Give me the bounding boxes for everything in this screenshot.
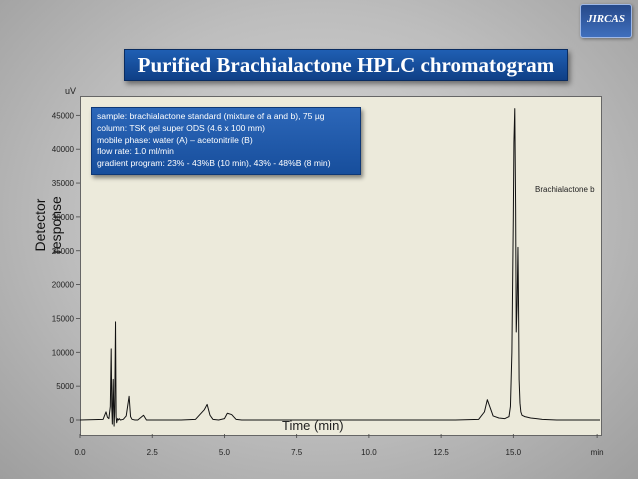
y-axis-unit: uV [65, 86, 77, 96]
slide-title: Purified Brachialactone HPLC chromatogra… [124, 49, 568, 81]
y-tick-label: 35000 [52, 179, 75, 188]
y-axis-label: Detector response [32, 196, 64, 254]
info-mobile-phase: mobile phase: water (A) – acetonitrile (… [97, 134, 253, 145]
y-tick-label: 45000 [52, 111, 75, 120]
y-tick-label: 5000 [56, 382, 74, 391]
x-tick-label: 7.5 [291, 448, 303, 457]
x-tick-label: 10.0 [361, 448, 377, 457]
y-tick-label: 40000 [52, 145, 75, 154]
info-column: column: TSK gel super ODS (4.6 x 100 mm) [97, 122, 265, 133]
method-info-box: sample: brachialactone standard (mixture… [91, 107, 361, 175]
y-tick-label: 0 [70, 416, 75, 425]
x-tick-label: 15.0 [506, 448, 522, 457]
x-tick-label: min [591, 448, 604, 457]
x-axis-label: Time (min) [282, 418, 344, 433]
y-tick-label: 30000 [52, 213, 75, 222]
y-tick-label: 20000 [52, 281, 75, 290]
y-tick-label: 15000 [52, 314, 75, 323]
info-flow-rate: flow rate: 1.0 ml/min [97, 146, 174, 157]
y-tick-label: 25000 [52, 247, 75, 256]
peak-annotation: Brachialactone b [535, 185, 595, 194]
logo-text: JIRCAS [587, 13, 625, 25]
info-sample: sample: brachialactone standard (mixture… [97, 111, 325, 121]
x-tick-label: 5.0 [219, 448, 231, 457]
x-tick-label: 12.5 [433, 448, 449, 457]
x-tick-label: 2.5 [147, 448, 159, 457]
y-tick-label: 10000 [52, 348, 75, 357]
x-tick-label: 0.0 [74, 448, 86, 457]
chromatogram-trace [79, 108, 600, 427]
info-gradient: gradient program: 23% - 43%B (10 min), 4… [97, 158, 331, 169]
jircas-logo: JIRCAS [580, 4, 632, 38]
